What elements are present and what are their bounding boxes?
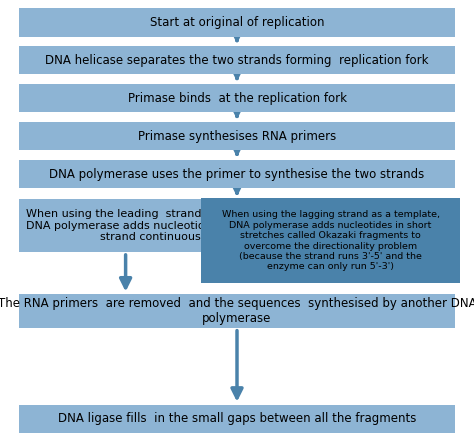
Text: When using the lagging strand as a template,
DNA polymerase adds nucleotides in : When using the lagging strand as a templ… — [222, 211, 439, 271]
Text: Primase binds  at the replication fork: Primase binds at the replication fork — [128, 92, 346, 105]
FancyBboxPatch shape — [19, 122, 455, 150]
FancyBboxPatch shape — [19, 46, 455, 74]
FancyBboxPatch shape — [19, 405, 455, 433]
FancyBboxPatch shape — [19, 199, 292, 252]
FancyBboxPatch shape — [19, 8, 455, 37]
Text: When using the leading  strand as a template,
DNA polymerase adds nucleotides  t: When using the leading strand as a templ… — [26, 209, 285, 242]
FancyBboxPatch shape — [19, 84, 455, 112]
FancyBboxPatch shape — [201, 198, 460, 283]
Text: Start at original of replication: Start at original of replication — [150, 16, 324, 29]
Text: The RNA primers  are removed  and the sequences  synthesised by another DNA
poly: The RNA primers are removed and the sequ… — [0, 297, 474, 325]
Text: DNA ligase fills  in the small gaps between all the fragments: DNA ligase fills in the small gaps betwe… — [58, 412, 416, 425]
FancyBboxPatch shape — [19, 294, 455, 328]
Text: Primase synthesises RNA primers: Primase synthesises RNA primers — [138, 130, 336, 143]
Text: DNA helicase separates the two strands forming  replication fork: DNA helicase separates the two strands f… — [45, 54, 429, 67]
Text: DNA polymerase uses the primer to synthesise the two strands: DNA polymerase uses the primer to synthe… — [49, 168, 425, 181]
FancyBboxPatch shape — [19, 160, 455, 188]
